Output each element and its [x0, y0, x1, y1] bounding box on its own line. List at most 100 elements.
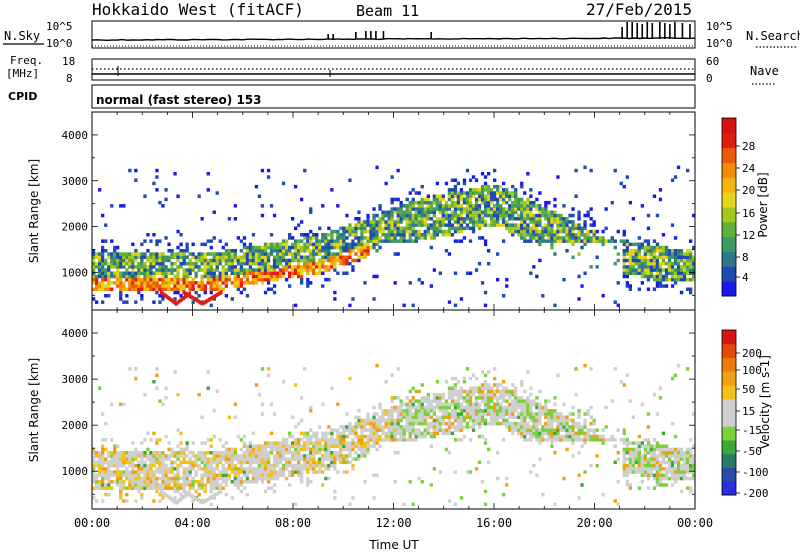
velocity-cell: [378, 418, 382, 423]
power-cell: [652, 255, 657, 259]
velocity-cell: [143, 483, 147, 487]
power-cell: [396, 226, 400, 231]
power-cell: [173, 297, 177, 301]
velocity-cell: [363, 441, 367, 445]
velocity-cell: [354, 434, 358, 439]
velocity-cell: [212, 409, 216, 413]
velocity-cell: [98, 483, 102, 487]
power-cell: [686, 261, 690, 266]
velocity-cell: [185, 447, 189, 452]
x-tick-label: 00:00: [74, 516, 110, 530]
velocity-cell: [131, 480, 135, 484]
velocity-cell: [529, 425, 533, 429]
power-cell: [550, 245, 554, 250]
power-cell: [414, 233, 418, 237]
velocity-cell: [291, 454, 295, 458]
power-cell: [143, 277, 147, 282]
power-cell: [206, 239, 210, 243]
power-cell: [459, 197, 464, 202]
power-cell: [637, 249, 641, 253]
velocity-cell: [306, 463, 310, 468]
power-cell: [387, 233, 391, 237]
power-cell: [297, 274, 301, 279]
velocity-cell: [384, 425, 388, 429]
velocity-cell: [134, 463, 138, 468]
velocity-cell: [508, 405, 512, 410]
velocity-cell: [667, 460, 672, 465]
power-cell: [604, 207, 608, 211]
power-cell: [278, 258, 283, 263]
power-cell: [200, 287, 204, 291]
power-cell: [161, 271, 165, 275]
power-cell: [227, 265, 231, 269]
velocity-cell: [161, 496, 165, 500]
power-cell: [499, 191, 503, 195]
power-cell: [595, 265, 599, 269]
velocity-cell: [209, 463, 213, 468]
velocity-cell: [408, 480, 412, 484]
power-cell: [658, 197, 663, 202]
velocity-cell: [556, 425, 560, 429]
power-cell: [387, 223, 391, 227]
power-cell: [342, 226, 346, 231]
power-cell: [459, 191, 464, 195]
power-cell: [508, 191, 512, 195]
velocity-cell: [577, 496, 581, 500]
power-cell: [652, 261, 657, 266]
power-cell: [107, 281, 111, 285]
velocity-cell: [686, 457, 690, 461]
velocity-cell: [134, 473, 138, 477]
velocity-cell: [315, 434, 319, 439]
velocity-cell: [529, 409, 533, 413]
velocity-cell: [514, 396, 518, 400]
power-cell: [490, 200, 494, 205]
power-cell: [312, 271, 316, 275]
power-cell: [661, 255, 666, 259]
velocity-cell: [92, 460, 96, 465]
velocity-cell: [348, 376, 352, 381]
velocity-cell: [357, 425, 361, 429]
velocity-cell: [155, 454, 159, 458]
power-ring-cell: [174, 301, 178, 306]
velocity-cell: [119, 473, 123, 477]
power-cell: [257, 258, 262, 263]
power-cell: [535, 223, 539, 227]
velocity-cell: [128, 457, 132, 461]
velocity-cell: [297, 473, 301, 477]
power-cell: [266, 287, 271, 291]
velocity-cell: [182, 451, 186, 455]
power-cell: [191, 300, 195, 304]
velocity-cell: [263, 460, 268, 465]
power-cell: [248, 242, 253, 247]
power-cell: [212, 284, 216, 288]
velocity-cell: [336, 457, 340, 461]
power-cell: [574, 194, 578, 198]
velocity-cell: [692, 444, 696, 448]
velocity-cell: [309, 467, 313, 471]
power-cell: [643, 258, 647, 263]
power-cell: [155, 287, 159, 291]
velocity-cell: [212, 467, 216, 471]
velocity-cell: [502, 396, 506, 400]
power-cell: [676, 271, 681, 275]
power-cell: [471, 175, 476, 179]
velocity-cell: [384, 438, 388, 442]
power-cell: [351, 229, 355, 234]
velocity-cell: [161, 476, 165, 481]
power-cell: [185, 249, 189, 253]
power-cell: [511, 226, 515, 231]
velocity-cell: [363, 451, 367, 455]
velocity-cell: [526, 438, 530, 442]
velocity-cell: [342, 428, 346, 432]
power-cell: [266, 268, 271, 272]
velocity-cell: [378, 434, 382, 439]
power-cell: [420, 210, 424, 214]
velocity-cell: [143, 460, 147, 465]
velocity-cell: [372, 434, 376, 439]
power-cell: [288, 265, 292, 269]
velocity-cell: [324, 467, 328, 471]
power-cell: [577, 223, 581, 227]
power-cell: [435, 181, 439, 186]
power-cell: [348, 245, 352, 250]
power-cell: [182, 287, 186, 291]
